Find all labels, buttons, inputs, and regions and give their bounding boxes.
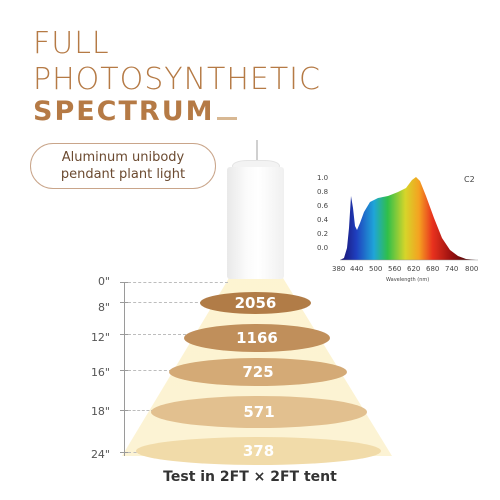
y-tick: 0.2 [317, 230, 328, 238]
spectrum-chart: 1.0 0.8 0.6 0.4 0.2 0.0 380 440 500 560 … [317, 174, 478, 283]
pendant-cord [256, 140, 258, 166]
distance-label: 12" [90, 331, 110, 344]
x-tick: 440 [350, 265, 363, 273]
tagline-line-2: pendant plant light [60, 167, 186, 182]
ppfd-ring: 725 [169, 358, 347, 386]
ppfd-value: 2056 [234, 294, 277, 312]
distance-ruler [124, 282, 125, 456]
ppfd-value: 1166 [236, 329, 278, 347]
ppfd-ring: 571 [151, 396, 367, 428]
tick-12 [120, 334, 128, 335]
distance-guide [128, 452, 142, 453]
distance-guide [128, 370, 172, 371]
tick-18 [120, 410, 128, 411]
title-line-2: PHOTOSYNTHETIC [33, 62, 321, 97]
y-tick: 0.6 [317, 202, 329, 210]
tagline-line-1: Aluminum unibody [61, 150, 185, 165]
x-axis-label: Wavelength (nm) [386, 277, 429, 283]
distance-label: 16" [90, 366, 110, 379]
x-tick: 620 [407, 265, 420, 273]
title-line-1: FULL [33, 26, 110, 61]
distance-label: 8" [97, 301, 110, 314]
x-tick: 680 [426, 265, 439, 273]
distance-label: 0" [97, 275, 110, 288]
title-line-3: SPECTRUM [33, 96, 215, 127]
distance-guide [128, 282, 228, 283]
spectrum-curve [340, 177, 476, 260]
tagline-pill: Aluminum unibody pendant plant light [30, 143, 216, 189]
ppfd-ring: 1166 [184, 324, 330, 352]
ppfd-value: 378 [242, 442, 275, 460]
ppfd-value: 725 [242, 363, 274, 381]
y-tick: 0.0 [317, 244, 328, 252]
title-accent-dash [217, 117, 237, 120]
y-tick: 1.0 [317, 174, 328, 182]
ppfd-value: 571 [243, 403, 275, 421]
x-tick: 800 [465, 265, 478, 273]
distance-guide [128, 410, 154, 411]
test-condition-caption: Test in 2FT × 2FT tent [163, 469, 337, 485]
distance-label: 18" [90, 405, 110, 418]
pendant-lamp [227, 167, 284, 279]
x-tick: 740 [445, 265, 458, 273]
y-tick: 0.4 [317, 216, 329, 224]
x-tick: 560 [388, 265, 401, 273]
distance-label: 24" [90, 448, 110, 461]
model-label: C2 [464, 175, 475, 184]
distance-guide [128, 334, 186, 335]
y-tick: 0.8 [317, 188, 328, 196]
distance-guide [128, 302, 203, 303]
x-tick: 380 [332, 265, 345, 273]
tick-24 [120, 452, 128, 453]
tick-0 [120, 282, 128, 283]
tick-16 [120, 370, 128, 371]
ppfd-ring: 378 [136, 437, 381, 465]
ppfd-ring: 2056 [200, 292, 311, 314]
x-tick: 500 [369, 265, 382, 273]
tick-8 [120, 302, 128, 303]
